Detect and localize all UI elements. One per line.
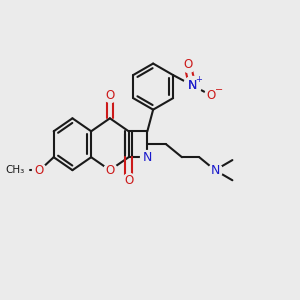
Text: O: O	[183, 58, 192, 71]
Text: N: N	[187, 79, 197, 92]
Text: O: O	[206, 89, 215, 102]
Text: N: N	[143, 151, 152, 164]
Text: −: −	[215, 85, 223, 95]
Text: O: O	[124, 174, 133, 187]
Text: N: N	[187, 79, 197, 92]
Text: CH₃: CH₃	[5, 165, 24, 175]
Text: O: O	[105, 89, 115, 102]
Text: O: O	[35, 164, 44, 177]
Text: O: O	[105, 164, 115, 177]
Text: +: +	[195, 76, 202, 85]
Text: N: N	[210, 164, 220, 177]
